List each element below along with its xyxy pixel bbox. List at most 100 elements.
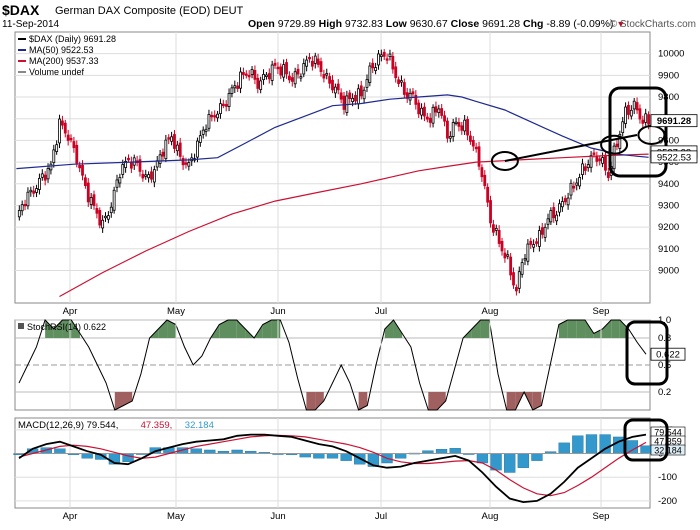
candle-up — [601, 157, 604, 164]
candle-up — [230, 87, 234, 94]
candle-up — [20, 204, 24, 212]
candle-down — [491, 224, 495, 233]
candle-up — [55, 144, 59, 152]
candle-up — [420, 107, 423, 116]
macd-histogram-bar — [517, 453, 529, 468]
macd-histogram-bar — [231, 449, 243, 454]
candle-up — [618, 134, 622, 149]
high-label: High — [318, 18, 342, 30]
price-tag-value: 9691.28 — [657, 116, 691, 127]
candle-down — [497, 229, 501, 244]
chg-value: -8.89 (-0.09%) — [546, 18, 614, 30]
price-tick-label: 10000 — [658, 49, 684, 60]
instrument-title: German DAX Composite (EOD) — [55, 5, 211, 17]
stoch-overbought-fill — [602, 320, 612, 338]
price-tag: 9691.28 — [650, 114, 698, 127]
macd-legend-label: 47.359, — [141, 420, 173, 431]
candle-up — [204, 128, 208, 132]
candle-down — [287, 75, 291, 81]
candle-up — [233, 85, 237, 89]
candle-down — [572, 185, 576, 189]
candle-up — [35, 188, 38, 193]
candle-up — [578, 177, 582, 187]
chart-header: $DAX German DAX Composite (EOD) DEUT 11-… — [0, 0, 700, 32]
low-label: Low — [385, 18, 407, 30]
candle-up — [207, 114, 211, 129]
stoch-oversold-fill — [358, 392, 368, 410]
candle-up — [586, 164, 590, 169]
candle-up — [26, 191, 30, 207]
price-tick-label: 9400 — [658, 179, 679, 190]
candle-up — [201, 129, 205, 135]
candle-up — [89, 197, 93, 205]
candle-up — [644, 113, 648, 123]
price-tag: 9522.53 — [650, 150, 698, 164]
stoch-overbought-fill — [158, 320, 168, 338]
candle-down — [98, 210, 102, 226]
stoch-highlight-box-annotation — [625, 320, 669, 386]
candle-down — [296, 68, 300, 75]
candle-up — [313, 55, 317, 64]
macd-histogram-bar — [626, 440, 639, 454]
candle-down — [173, 134, 176, 149]
candle-up — [333, 86, 337, 94]
macd-legend-label: 32.184 — [185, 420, 214, 431]
ma50-line — [16, 94, 649, 170]
stoch-legend-swatch — [18, 323, 24, 329]
candle-up — [302, 63, 306, 75]
candle-down — [446, 120, 449, 139]
price-x-tick-label: Apr — [63, 306, 78, 317]
candle-up — [124, 160, 128, 168]
candle-up — [293, 71, 297, 85]
candle-up — [517, 271, 521, 289]
candle-down — [503, 252, 507, 259]
chg-down-icon: ▼ — [616, 19, 626, 29]
stoch-oversold-fill — [428, 392, 437, 410]
candle-up — [408, 92, 412, 101]
candle-up — [463, 119, 467, 132]
high-value: 9732.83 — [344, 18, 383, 30]
candle-down — [443, 115, 446, 122]
candle-up — [152, 169, 156, 183]
candle-down — [486, 186, 490, 203]
candle-down — [552, 207, 556, 219]
candle-down — [184, 162, 188, 165]
stoch-oversold-fill — [506, 392, 516, 410]
candle-down — [440, 108, 444, 116]
price-tick-label: 9300 — [658, 200, 679, 211]
highlight-box-annotation — [608, 86, 668, 178]
price-x-tick-label: Aug — [482, 306, 499, 317]
candle-up — [632, 100, 636, 110]
candle-down — [397, 79, 400, 84]
candle-down — [95, 208, 99, 214]
price-tick-label: 9100 — [658, 244, 679, 255]
candle-down — [627, 104, 630, 115]
price-legend-swatch — [18, 38, 26, 40]
candle-up — [560, 201, 564, 208]
candle-down — [359, 85, 363, 97]
candle-down — [290, 77, 294, 82]
macd-histogram-bar — [326, 453, 339, 459]
candle-down — [336, 83, 340, 91]
candle-down — [83, 177, 87, 187]
candle-down — [253, 70, 257, 80]
price-panel-frame — [14, 31, 651, 304]
price-legend-label: MA(200) 9537.33 — [29, 56, 99, 66]
stoch-overbought-fill — [45, 320, 54, 338]
candle-down — [328, 76, 332, 84]
candle-up — [106, 215, 110, 220]
ma200-line — [59, 153, 649, 298]
candle-down — [489, 200, 492, 224]
price-tag-box — [650, 150, 698, 164]
candle-down — [535, 241, 538, 244]
price-tag-value: 9522.53 — [657, 152, 691, 163]
candle-down — [647, 114, 650, 125]
candle-up — [250, 69, 254, 75]
candle-down — [316, 58, 320, 65]
open-value: 9729.89 — [277, 18, 316, 30]
candle-up — [158, 154, 162, 164]
candle-up — [589, 155, 593, 168]
candle-up — [112, 189, 116, 211]
candle-down — [474, 146, 478, 150]
candle-up — [198, 135, 202, 143]
